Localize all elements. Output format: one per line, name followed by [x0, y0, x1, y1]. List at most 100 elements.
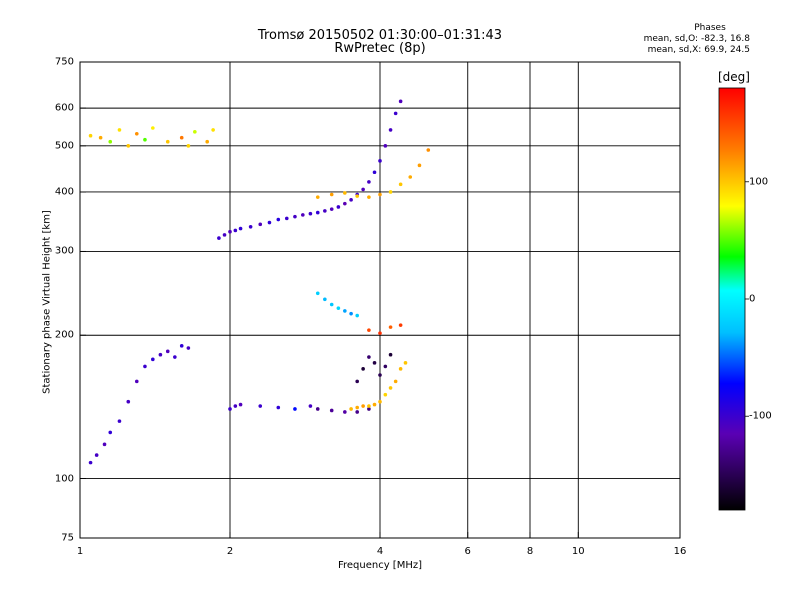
data-point [179, 135, 184, 140]
data-point [293, 214, 297, 219]
data-point [361, 367, 365, 371]
colorbar-unit: [deg] [718, 70, 750, 84]
data-point [173, 355, 177, 359]
data-point [238, 226, 243, 231]
data-point [315, 407, 320, 411]
data-point [393, 111, 398, 116]
x-tick-label: 16 [673, 546, 687, 557]
data-point [355, 194, 359, 198]
data-point [383, 364, 388, 369]
data-point [378, 159, 382, 163]
data-point [228, 229, 232, 234]
data-point [367, 328, 371, 332]
y-tick-label: 100 [54, 473, 74, 485]
data-point [329, 192, 334, 197]
data-point [143, 137, 147, 142]
data-point [102, 442, 107, 447]
data-point [108, 430, 113, 435]
data-point [388, 386, 393, 390]
data-point [98, 135, 103, 140]
data-point [378, 331, 382, 335]
data-point [233, 404, 238, 408]
data-point [361, 187, 365, 192]
data-point [88, 460, 93, 465]
data-point [367, 355, 371, 359]
data-point [378, 399, 382, 404]
colorbar [718, 87, 746, 511]
data-point [134, 131, 139, 136]
x-tick-label: 1 [76, 546, 84, 557]
x-tick-label: 2 [226, 546, 234, 557]
data-point [408, 175, 413, 179]
data-point [186, 144, 191, 148]
chart-subtitle: RwPretec (8p) [334, 41, 426, 56]
data-point [158, 352, 163, 357]
data-point [284, 216, 289, 221]
data-point [293, 407, 297, 411]
data-point [217, 236, 221, 240]
data-point [329, 207, 334, 211]
data-point [393, 379, 398, 384]
data-point [383, 392, 388, 397]
data-point [329, 302, 334, 307]
data-point [426, 148, 431, 152]
data-point [258, 404, 263, 408]
data-point [372, 361, 377, 365]
data-point [388, 128, 393, 132]
data-point [417, 163, 422, 168]
data-point [361, 404, 365, 408]
phase-stats-o: mean, sd,O: -82.3, 16.8 [643, 34, 750, 44]
data-point [94, 453, 99, 457]
data-point [276, 217, 281, 222]
data-point [179, 344, 184, 348]
data-point [186, 346, 191, 350]
x-tick-label: 10 [571, 546, 585, 557]
phase-stats-title: Phases [694, 23, 726, 33]
data-point [378, 192, 382, 197]
data-point [126, 144, 131, 148]
y-tick-label: 300 [54, 245, 74, 257]
data-point [315, 291, 320, 296]
data-point [222, 233, 227, 237]
data-point [343, 191, 347, 195]
data-point [151, 357, 155, 362]
chart-title: Tromsø 20150502 01:30:00–01:31:43 [257, 28, 503, 43]
data-point [117, 128, 122, 132]
data-point [383, 144, 388, 148]
data-point [134, 379, 139, 384]
data-point [308, 211, 313, 216]
data-point [276, 405, 281, 410]
y-tick-label: 75 [61, 532, 74, 544]
data-point [165, 139, 170, 144]
x-tick-label: 8 [526, 546, 534, 557]
data-point [323, 297, 327, 302]
data-point [398, 323, 403, 327]
data-point [355, 410, 359, 414]
data-point [355, 379, 359, 384]
colorbar-tick-label: 100 [749, 176, 769, 188]
data-point [378, 373, 382, 377]
data-point [258, 222, 263, 227]
data-point [403, 361, 408, 365]
y-axis-label: Stationary phase Virtual Height [km] [41, 210, 53, 394]
y-tick-label: 400 [54, 186, 74, 198]
data-point [315, 195, 320, 199]
data-point [336, 205, 341, 209]
data-point [248, 224, 253, 229]
data-point [398, 182, 403, 187]
data-point [323, 209, 327, 213]
data-point [355, 313, 359, 318]
plot-frame [79, 61, 681, 539]
data-point [88, 133, 93, 138]
data-point [367, 180, 371, 184]
data-point [233, 228, 238, 233]
data-point [372, 170, 377, 175]
data-point [349, 407, 353, 411]
data-point [367, 407, 371, 411]
data-point [117, 419, 122, 423]
data-point [301, 213, 305, 217]
data-point [205, 139, 209, 144]
data-point [343, 309, 347, 313]
data-point [193, 130, 197, 134]
